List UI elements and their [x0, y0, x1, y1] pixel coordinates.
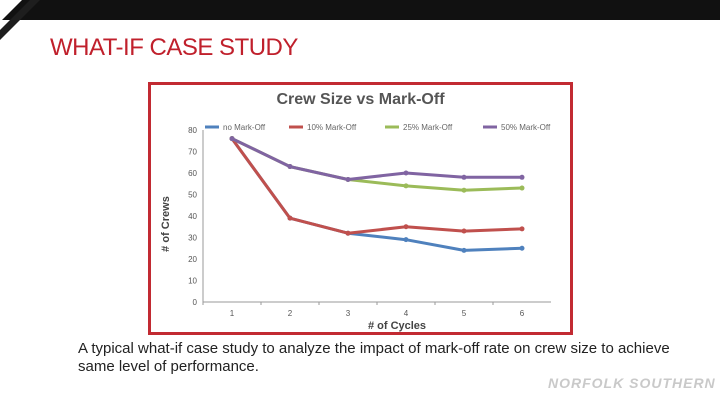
data-point — [229, 136, 235, 142]
data-point — [519, 226, 525, 232]
data-point — [403, 183, 409, 189]
line-chart: 0 10 20 30 40 50 60 70 80 1 2 3 4 5 6 # of Cycles # of C… — [160, 123, 551, 332]
data-point — [519, 245, 525, 251]
top-bar — [0, 0, 720, 20]
series-line — [231, 137, 522, 181]
data-point — [461, 247, 467, 253]
data-point — [461, 228, 467, 234]
data-point — [345, 230, 351, 236]
series-line — [230, 137, 523, 252]
legend-label: 25% Mark-Off — [403, 123, 453, 132]
x-tick-label: 2 — [288, 309, 293, 318]
data-point — [519, 174, 525, 180]
data-point — [403, 237, 409, 243]
series-line — [231, 137, 523, 192]
chart-title: Crew Size vs Mark-Off — [276, 91, 445, 108]
slide-caption: A typical what-if case study to analyze … — [78, 340, 670, 375]
y-tick-label: 0 — [193, 298, 198, 307]
x-axis-label: # of Cycles — [368, 320, 426, 332]
legend-label: 50% Mark-Off — [501, 123, 551, 132]
data-point — [461, 174, 467, 180]
y-tick-label: 50 — [188, 191, 197, 200]
legend-label: 10% Mark-Off — [307, 123, 357, 132]
x-tick-label: 4 — [404, 309, 409, 318]
data-point — [345, 176, 351, 182]
y-tick-label: 70 — [188, 148, 197, 157]
series-line — [230, 137, 523, 235]
chart-frame: Crew Size vs Mark-Off 0 10 20 30 40 50 60 70 80 1… — [148, 82, 573, 335]
slide-title: WHAT-IF CASE STUDY — [50, 34, 298, 61]
data-point — [461, 187, 467, 193]
y-tick-label: 40 — [188, 212, 197, 221]
data-point — [403, 170, 409, 176]
corner-stripes — [0, 0, 40, 40]
x-tick-label: 1 — [230, 309, 235, 318]
y-axis-label: # of Crews — [160, 196, 172, 252]
data-point — [403, 224, 409, 230]
legend-label: no Mark-Off — [223, 123, 266, 132]
data-point — [519, 185, 525, 191]
data-point — [287, 164, 293, 170]
y-tick-label: 80 — [188, 126, 197, 135]
y-tick-label: 10 — [188, 277, 197, 286]
x-tick-label: 3 — [346, 309, 351, 318]
y-tick-label: 20 — [188, 255, 197, 264]
x-tick-label: 5 — [462, 309, 467, 318]
y-tick-label: 30 — [188, 234, 197, 243]
y-tick-label: 60 — [188, 169, 197, 178]
data-point — [287, 215, 293, 221]
x-tick-label: 6 — [520, 309, 525, 318]
brand-logo: NORFOLK SOUTHERN — [548, 375, 716, 391]
